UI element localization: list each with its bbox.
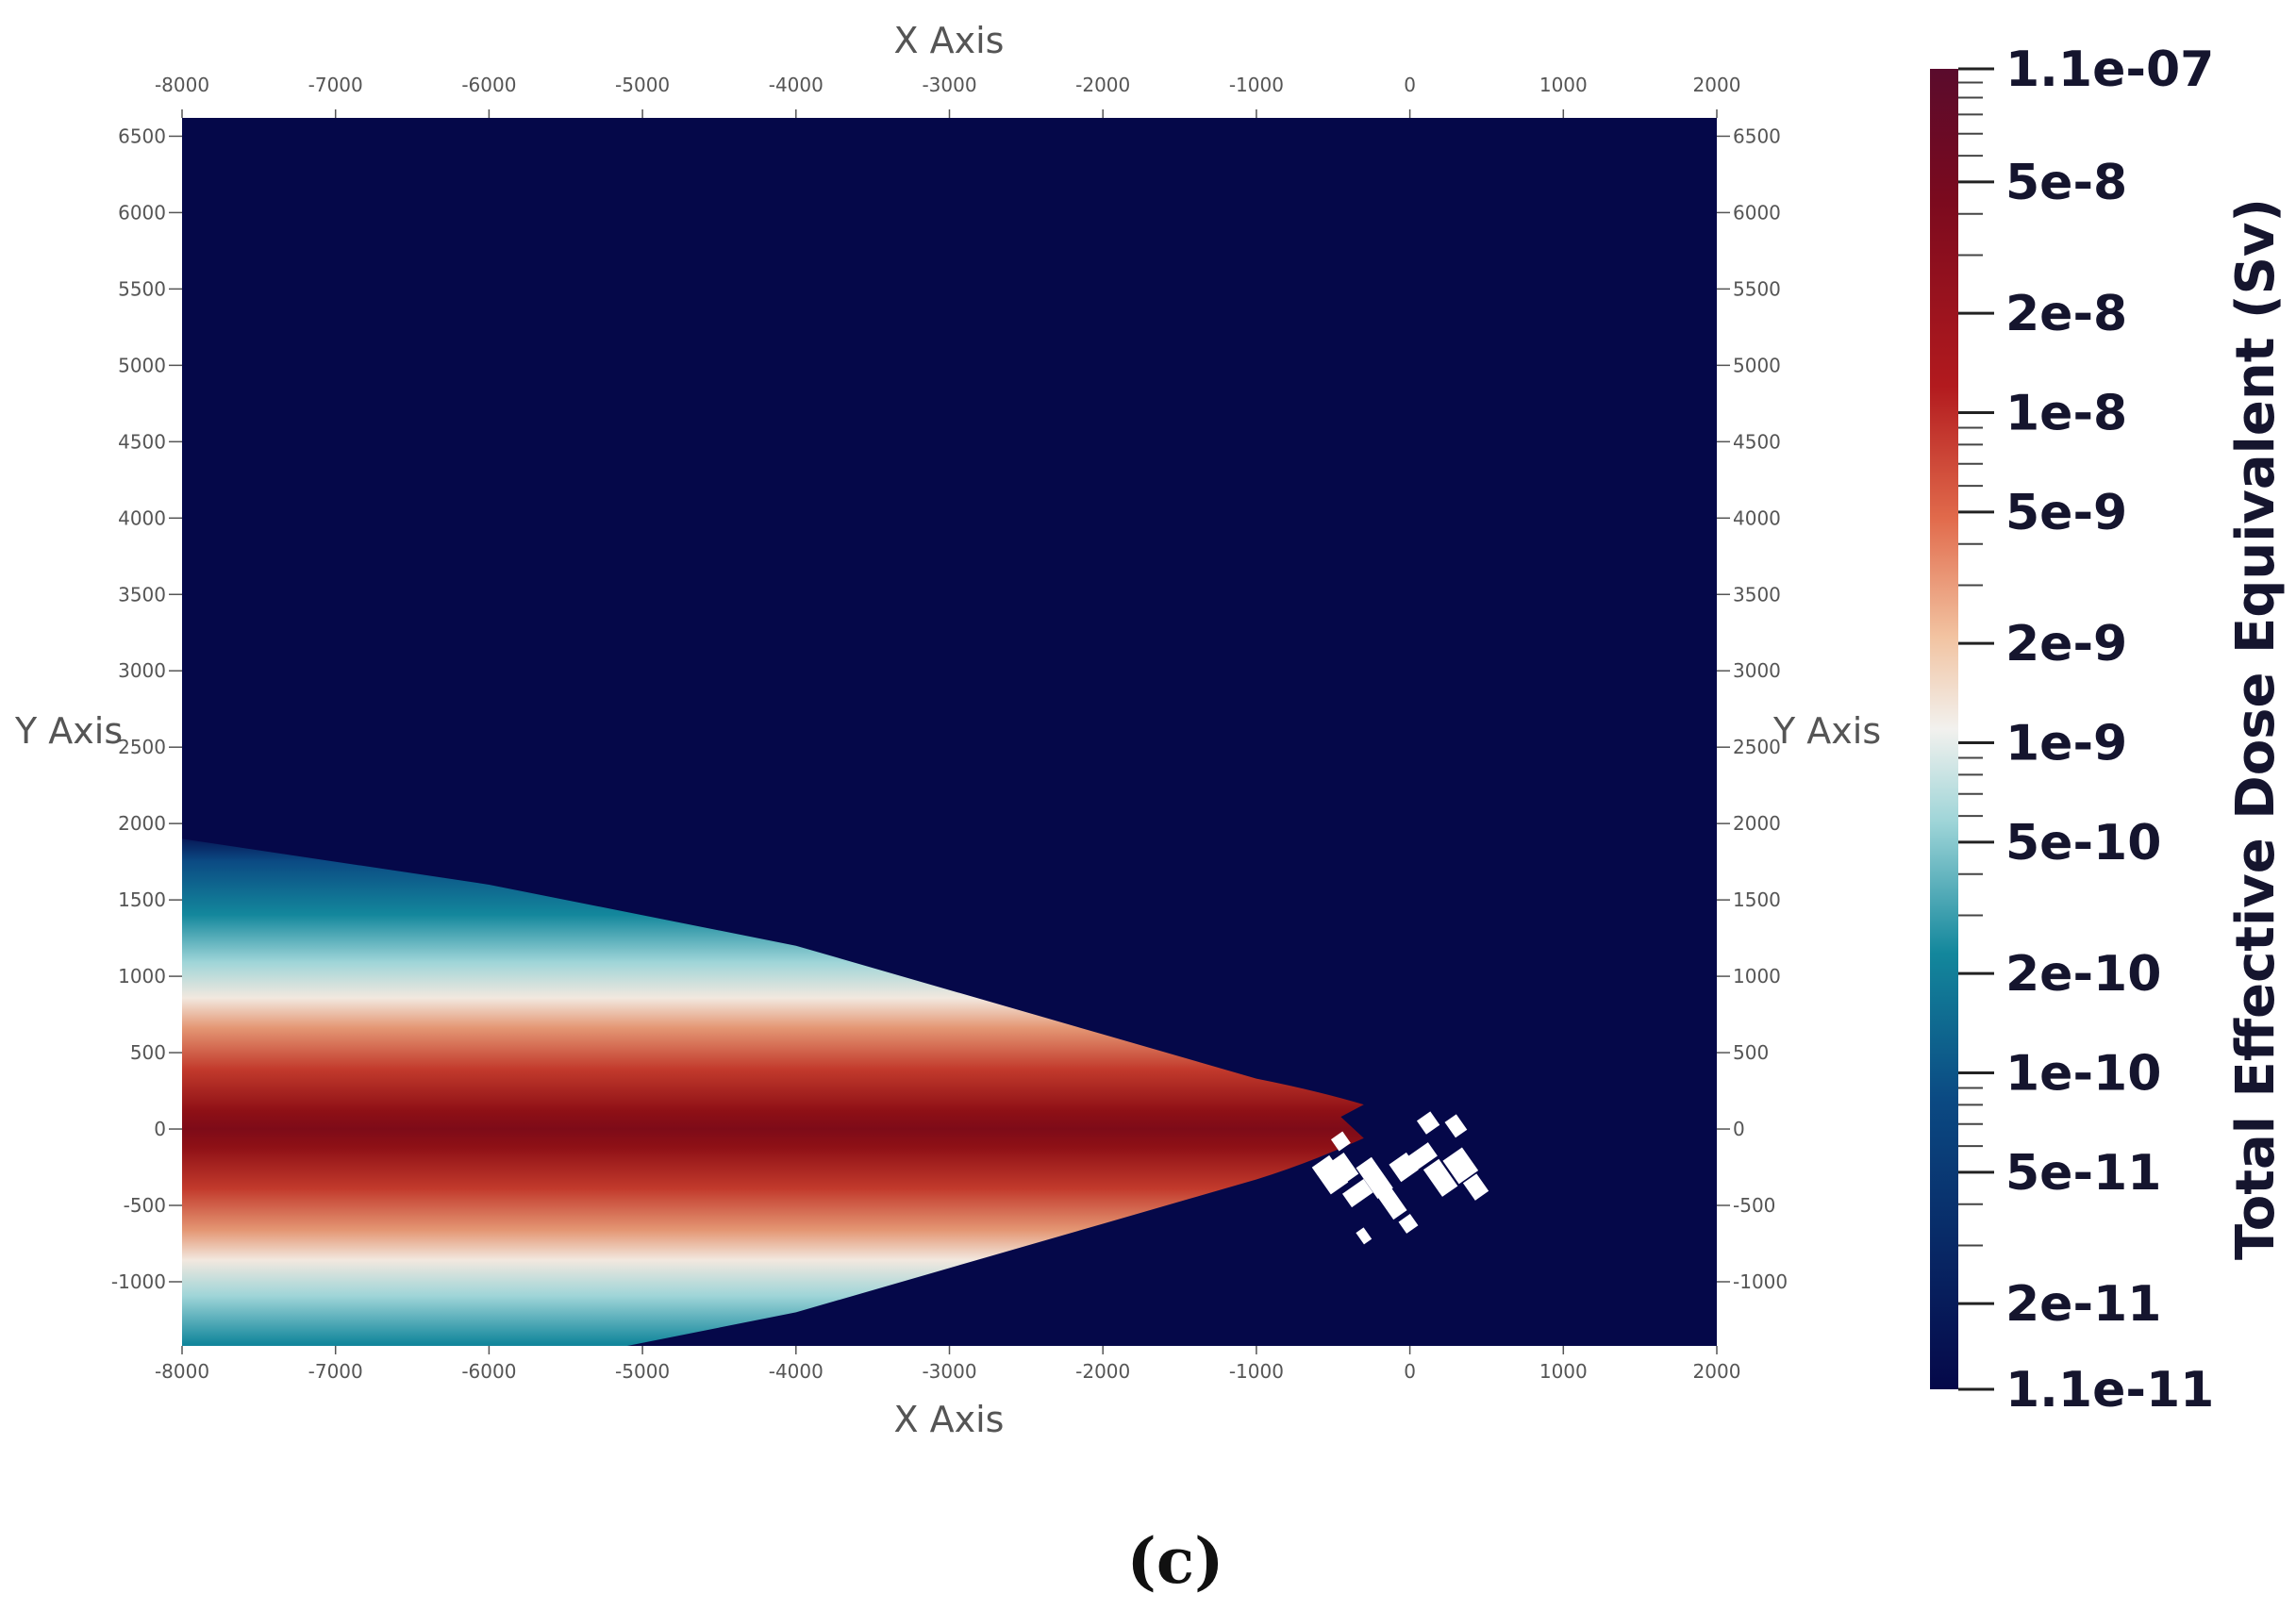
building-block bbox=[1416, 1111, 1440, 1135]
dose-plume bbox=[182, 838, 1364, 1346]
x-axis-title-bottom: X Axis bbox=[894, 1399, 1005, 1440]
colorbar-label: 5e-10 bbox=[2005, 815, 2161, 871]
y-tick-label: 6000 bbox=[118, 201, 166, 224]
x-tick-label: -6000 bbox=[461, 1360, 516, 1383]
x-tick-label: 0 bbox=[1404, 1360, 1416, 1383]
x-axis-title-top: X Axis bbox=[894, 20, 1005, 61]
x-tick-label: -3000 bbox=[922, 74, 976, 96]
y-tick-label: -1000 bbox=[1733, 1270, 1788, 1293]
x-tick-label: -1000 bbox=[1229, 74, 1284, 96]
x-tick-label: 1000 bbox=[1539, 1360, 1588, 1383]
building-block bbox=[1330, 1131, 1351, 1152]
x-tick-label: 0 bbox=[1404, 74, 1416, 96]
y-tick-label: 4500 bbox=[118, 430, 166, 453]
y-tick-label: 500 bbox=[130, 1041, 166, 1064]
colorbar-label: 1e-9 bbox=[2005, 715, 2127, 772]
x-tick-label: 2000 bbox=[1693, 1360, 1741, 1383]
building-block bbox=[1442, 1147, 1479, 1185]
building-block bbox=[1406, 1142, 1438, 1171]
colorbar-label: 1.1e-11 bbox=[2005, 1362, 2214, 1419]
colorbar-label: 2e-10 bbox=[2005, 946, 2161, 1003]
colorbar-labels: 1.1e-07 5e-8 2e-8 1e-8 5e-9 2e-9 1e-9 5e-10 2e-1… bbox=[2005, 41, 2214, 1419]
x-tick-label: -7000 bbox=[308, 1360, 363, 1383]
y-tick-label: 1500 bbox=[1733, 888, 1781, 911]
y-tick-label: 2000 bbox=[118, 812, 166, 835]
building-block bbox=[1375, 1185, 1407, 1220]
y-tick-label: 1000 bbox=[1733, 965, 1781, 988]
y-tick-label: 3500 bbox=[118, 583, 166, 606]
x-tick-label: -5000 bbox=[615, 74, 670, 96]
colorbar bbox=[1930, 69, 1958, 1389]
y-tick-label: 3000 bbox=[1733, 659, 1781, 682]
colorbar-title: Total Effective Dose Equivalent (Sv) bbox=[2225, 198, 2287, 1260]
y-tick-label: 3500 bbox=[1733, 583, 1781, 606]
y-axis-title-left: Y Axis bbox=[14, 710, 123, 752]
colorbar-label: 5e-9 bbox=[2005, 485, 2127, 541]
x-axis-top: -8000 -7000 -6000 -5000 -4000 -3000 -2000 -1000… bbox=[155, 74, 1741, 118]
y-tick-label: 1500 bbox=[118, 888, 166, 911]
panel-label: (c) bbox=[1127, 1524, 1224, 1598]
colorbar-label: 1.1e-07 bbox=[2005, 41, 2214, 98]
colorbar-label: 5e-11 bbox=[2005, 1145, 2161, 1202]
y-tick-label: 2500 bbox=[1733, 736, 1781, 758]
colorbar-label: 1e-10 bbox=[2005, 1045, 2161, 1102]
building-block bbox=[1356, 1227, 1373, 1245]
y-tick-label: 2500 bbox=[118, 736, 166, 758]
y-tick-label: 2000 bbox=[1733, 812, 1781, 835]
colorbar-label: 2e-11 bbox=[2005, 1276, 2161, 1333]
building-block bbox=[1341, 1179, 1373, 1208]
x-tick-label: -4000 bbox=[769, 74, 824, 96]
colorbar-label: 2e-8 bbox=[2005, 286, 2127, 342]
y-axis-title-right: Y Axis bbox=[1772, 710, 1881, 752]
x-tick-label: -2000 bbox=[1075, 74, 1130, 96]
y-tick-label: 6500 bbox=[118, 124, 166, 147]
building-block bbox=[1356, 1156, 1393, 1199]
building-block bbox=[1311, 1154, 1349, 1195]
colorbar-label: 2e-9 bbox=[2005, 616, 2127, 672]
x-tick-label: -3000 bbox=[922, 1360, 976, 1383]
y-tick-label: 4000 bbox=[118, 506, 166, 529]
building-block bbox=[1332, 1152, 1359, 1183]
x-axis-bottom: -8000 -7000 -6000 -5000 -4000 -3000 -2000 -1000… bbox=[155, 1346, 1741, 1383]
x-tick-label: -8000 bbox=[155, 1360, 209, 1383]
y-tick-label: 4500 bbox=[1733, 430, 1781, 453]
x-tick-label: -7000 bbox=[308, 74, 363, 96]
y-axis-right: -1000 -500 0 500 1000 1500 2000 2500 3000 3500 400… bbox=[1717, 124, 1788, 1293]
building-block bbox=[1398, 1214, 1419, 1234]
x-tick-label: -8000 bbox=[155, 74, 209, 96]
y-tick-label: -500 bbox=[124, 1194, 166, 1217]
y-tick-label: 0 bbox=[154, 1118, 166, 1140]
building-block bbox=[1423, 1158, 1458, 1197]
x-tick-label: -4000 bbox=[769, 1360, 824, 1383]
colorbar-label: 5e-8 bbox=[2005, 155, 2127, 211]
x-tick-label: 1000 bbox=[1539, 74, 1588, 96]
y-tick-label: 6500 bbox=[1733, 124, 1781, 147]
x-tick-label: -2000 bbox=[1075, 1360, 1130, 1383]
y-tick-label: 3000 bbox=[118, 659, 166, 682]
y-axis-left: -1000 -500 0 500 1000 1500 2000 2500 3000 3500 400… bbox=[111, 124, 182, 1293]
building-block bbox=[1462, 1173, 1489, 1201]
x-tick-label: -5000 bbox=[615, 1360, 670, 1383]
y-tick-label: 5000 bbox=[1733, 354, 1781, 376]
y-tick-label: 5500 bbox=[118, 277, 166, 300]
y-tick-label: 5000 bbox=[118, 354, 166, 376]
x-tick-label: 2000 bbox=[1693, 74, 1741, 96]
colorbar-ticks bbox=[1958, 67, 1994, 1391]
y-tick-label: -1000 bbox=[111, 1270, 166, 1293]
x-tick-label: -1000 bbox=[1229, 1360, 1284, 1383]
y-tick-label: 0 bbox=[1733, 1118, 1745, 1140]
colorbar-label: 1e-8 bbox=[2005, 385, 2127, 441]
y-tick-label: 1000 bbox=[118, 965, 166, 988]
x-tick-label: -6000 bbox=[461, 74, 516, 96]
y-tick-label: 6000 bbox=[1733, 201, 1781, 224]
y-tick-label: 500 bbox=[1733, 1041, 1769, 1064]
buildings-cluster bbox=[1311, 1111, 1489, 1245]
building-block bbox=[1444, 1114, 1468, 1138]
y-tick-label: 5500 bbox=[1733, 277, 1781, 300]
y-tick-label: 4000 bbox=[1733, 506, 1781, 529]
y-tick-label: -500 bbox=[1733, 1194, 1775, 1217]
